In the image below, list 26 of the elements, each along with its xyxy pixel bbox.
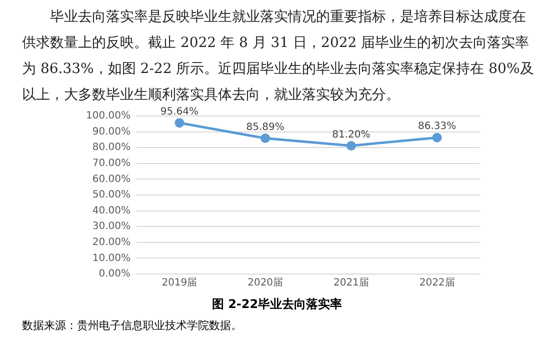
y-tick-label: 50.00% bbox=[92, 190, 130, 201]
text: 毕业去向落实率是反映毕业生就业落实情况的重要指标，是培养目标达成度在供求数量上的反映。截止 2022 年 8 月 31 日，2022 届毕业生的初次去向落实率为 86.33%，如图 2-22 所示。近四届毕业生的毕业去向落实率稳定保持在 80%及以上，大多数毕业生顺利落实具体去向，就业落实较为充分。 bbox=[22, 8, 534, 105]
x-tick-label: 2022届 bbox=[419, 278, 455, 289]
y-tick-label: 10.00% bbox=[92, 252, 130, 264]
data-label: 95.64% bbox=[160, 106, 198, 118]
x-tick-label: 2020届 bbox=[248, 278, 284, 289]
data-label: 85.89% bbox=[246, 122, 284, 133]
y-tick-label: 20.00% bbox=[92, 236, 130, 248]
y-tick-label: 90.00% bbox=[92, 126, 130, 138]
y-tick-label: 0.00% bbox=[98, 268, 130, 280]
x-tick-label: 2019届 bbox=[162, 278, 198, 289]
y-tick-label: 60.00% bbox=[92, 174, 130, 185]
point bbox=[174, 118, 184, 128]
point bbox=[260, 134, 270, 144]
data-label: 86.33% bbox=[418, 121, 456, 132]
point bbox=[432, 132, 442, 142]
y-tick-label: 100.00% bbox=[86, 110, 130, 122]
y-tick-label: 70.00% bbox=[92, 158, 130, 169]
source-note: 数据来源：贵州电子信息职业技术学院数据。 bbox=[22, 318, 242, 333]
x-tick-label: 2021届 bbox=[333, 278, 369, 289]
y-tick-label: 80.00% bbox=[92, 142, 130, 154]
y-tick-label: 40.00% bbox=[92, 205, 130, 216]
text: 图 2-22毕业去向落实率 bbox=[210, 296, 344, 313]
point bbox=[346, 140, 356, 150]
data-label: 81.20% bbox=[332, 129, 370, 140]
y-tick-label: 30.00% bbox=[92, 221, 130, 232]
